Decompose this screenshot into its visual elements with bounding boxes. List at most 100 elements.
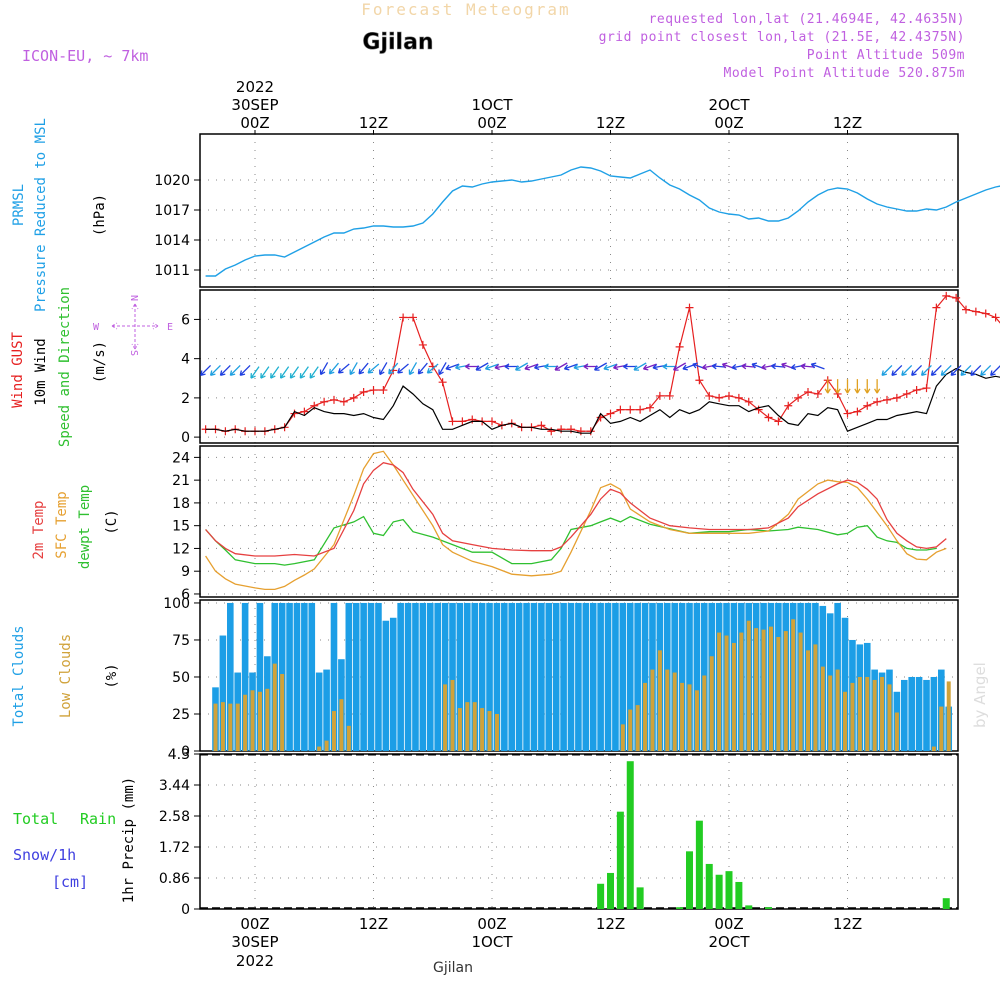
total-cloud-bar	[634, 602, 641, 751]
temp-line-sfc-temp	[205, 450, 947, 591]
wind-gust-marker	[468, 415, 477, 424]
low-cloud-bar	[672, 672, 677, 751]
wind-direction-arrow	[328, 362, 339, 375]
wind-gust-marker	[290, 409, 299, 418]
total-cloud-bar	[545, 602, 553, 751]
precip-bar	[735, 881, 743, 909]
wind-direction-arrow	[642, 363, 657, 371]
clouds-panel: 0 25 50 75 100	[163, 596, 959, 760]
wind-gust-marker	[655, 391, 664, 400]
precip-panel: 0 0.86 1.72 2.58 3.44 4.3	[159, 747, 959, 918]
bottom-year-label: 2022	[236, 952, 274, 970]
total-cloud-bar	[426, 602, 434, 751]
low-cloud-bar	[443, 684, 448, 751]
total-cloud-bar	[301, 602, 308, 751]
total-cloud-bar	[900, 679, 908, 751]
wind-gust-marker	[754, 405, 763, 414]
wind-gust-marker	[409, 313, 417, 322]
wind-direction-arrow	[881, 365, 893, 377]
precip-bar	[745, 905, 753, 909]
wind-direction-arrow	[408, 362, 418, 376]
y-tick-label: 12	[172, 541, 190, 557]
wind-gust-marker	[675, 342, 684, 351]
total-cloud-bar	[486, 602, 493, 751]
label-total-clouds: Total Clouds	[11, 625, 27, 726]
low-cloud-bar	[220, 702, 225, 751]
wind-direction-arrow	[854, 379, 861, 394]
y-tick-label: 2	[181, 391, 190, 407]
wind-direction-arrow	[950, 365, 962, 377]
low-cloud-bar	[746, 620, 751, 751]
top-date-label: 1OCT	[472, 96, 514, 114]
low-cloud-bar	[880, 676, 885, 751]
label-wind-gust: Wind GUST	[10, 332, 26, 408]
total-cloud-bar	[330, 602, 338, 751]
wind-direction-arrow	[960, 365, 972, 377]
panel-border	[199, 753, 959, 910]
wind-direction-arrow	[426, 363, 439, 374]
total-cloud-bar	[641, 602, 649, 751]
y-tick-label: 9	[181, 564, 190, 580]
top-year-label: 2022	[236, 78, 274, 96]
y-tick-label: 75	[172, 633, 190, 649]
total-cloud-bar	[241, 602, 249, 751]
wind-gust-marker	[369, 386, 378, 395]
precip-bar	[626, 761, 634, 909]
total-cloud-bar	[686, 602, 693, 751]
label-speed-dir: Speed and Direction	[57, 287, 73, 447]
wind-direction-arrow	[219, 365, 231, 377]
wind-direction-arrow	[475, 362, 489, 371]
wind-direction-arrow	[800, 363, 816, 370]
point-altitude: Point Altitude 509m	[807, 48, 965, 63]
wind-gust-marker	[665, 391, 674, 400]
low-cloud-bar	[472, 702, 477, 751]
wind-direction-arrow	[920, 365, 932, 377]
wind-direction-arrow	[990, 365, 1000, 377]
model-altitude: Model Point Altitude 520.875m	[724, 66, 965, 81]
wind-gust-marker	[616, 405, 625, 414]
compass-s: S	[128, 350, 139, 356]
total-cloud-bar	[323, 669, 330, 751]
bottom-date-label: 30SEP	[231, 933, 278, 951]
total-cloud-bar	[493, 602, 501, 751]
wind-direction-arrow	[563, 363, 578, 371]
wind-direction-arrow	[662, 363, 677, 370]
wind-direction-arrow	[299, 366, 309, 379]
top-tick-label: 00Z	[240, 114, 269, 132]
wind-gust-marker	[932, 303, 941, 312]
total-cloud-bar	[523, 602, 530, 751]
wind-gust-marker	[330, 395, 338, 404]
label-percent: (%)	[104, 663, 120, 688]
y-tick-label: 15	[172, 519, 190, 535]
low-cloud-bar	[939, 706, 944, 751]
low-cloud-bar	[931, 746, 936, 751]
bottom-tick-label: 00Z	[240, 915, 269, 933]
y-tick-label: 0	[181, 430, 190, 446]
wind-gust-marker	[764, 413, 773, 422]
footer-location: Gjilan	[433, 960, 473, 976]
low-cloud-bar	[724, 635, 729, 751]
wind-direction-arrow	[824, 379, 831, 394]
total-cloud-bar	[404, 602, 412, 751]
model-label: ICON-EU, ~ 7km	[22, 47, 148, 65]
wind-direction-arrow	[200, 365, 212, 377]
wind-gust-marker	[774, 417, 783, 426]
label-celsius: (C)	[104, 509, 120, 534]
low-cloud-bar	[332, 711, 336, 751]
total-cloud-bar	[375, 602, 382, 751]
bottom-date-label: 2OCT	[709, 933, 751, 951]
wind-gust-marker	[981, 309, 990, 318]
bottom-tick-label: 12Z	[833, 915, 862, 933]
wind-gust-marker	[873, 397, 882, 406]
wind-gust-marker	[725, 391, 733, 400]
precip-bar	[597, 883, 605, 909]
wind-gust-marker	[863, 401, 872, 410]
low-cloud-bar	[628, 709, 633, 751]
low-cloud-bar	[828, 675, 833, 751]
y-tick-label: 100	[163, 596, 190, 612]
top-tick-label: 12Z	[596, 114, 625, 132]
wind-gust-marker	[991, 313, 1000, 322]
y-tick-label: 1020	[154, 173, 190, 189]
